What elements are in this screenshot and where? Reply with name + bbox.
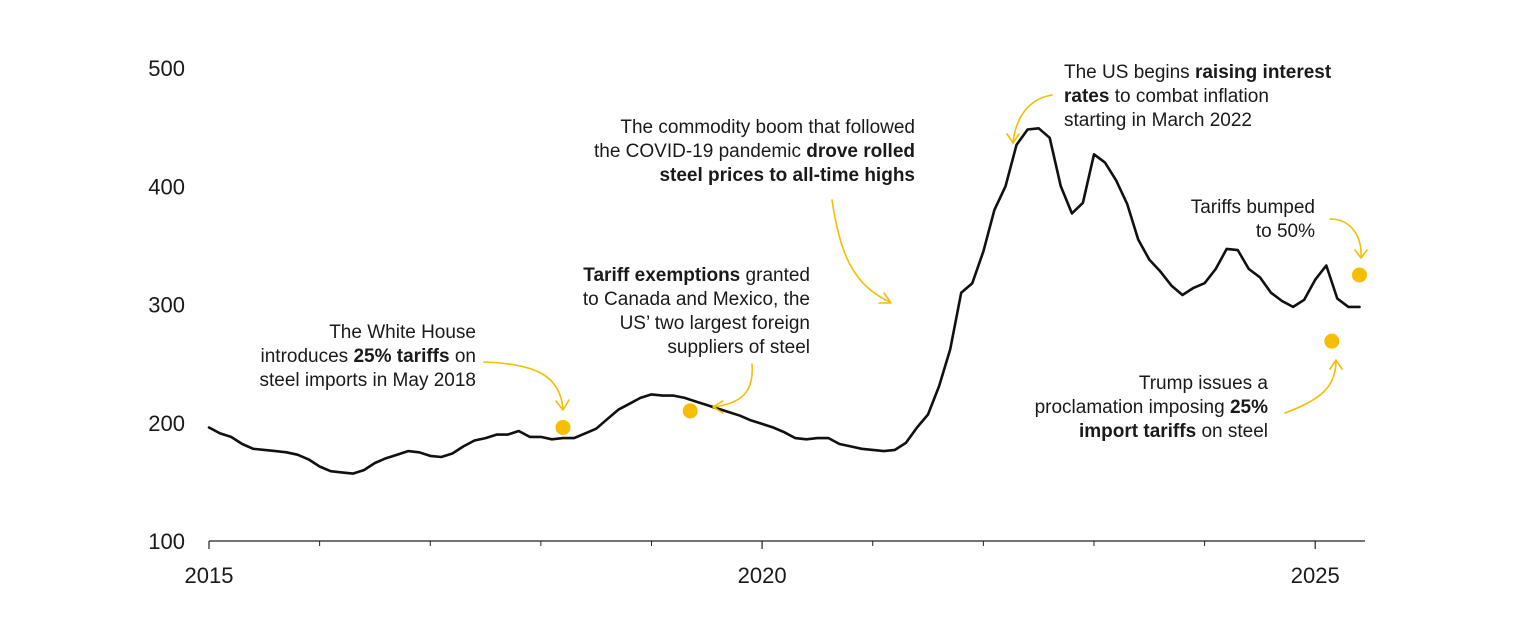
annotation-line: steel prices to all-time highs xyxy=(659,165,915,186)
annotation-tariffs-50: Tariffs bumped to 50% xyxy=(1191,196,1315,244)
annotation-line: The commodity boom that followed xyxy=(620,117,915,138)
arrowhead-trump-2025 xyxy=(1329,359,1343,370)
x-tick-label: 2020 xyxy=(738,563,787,588)
arrow-interest-rates xyxy=(1012,94,1053,143)
x-tick-label: 2015 xyxy=(185,563,234,588)
y-tick-label: 200 xyxy=(148,411,185,436)
y-tick-label: 300 xyxy=(148,293,185,318)
annotation-line: The White House xyxy=(329,322,476,343)
arrowhead-exemptions xyxy=(712,400,724,414)
annotation-line: steel imports in May 2018 xyxy=(259,370,477,391)
y-tick-label: 100 xyxy=(148,529,185,554)
annotation-line: Trump issues a xyxy=(1138,373,1268,394)
arrowhead-tariffs-2018 xyxy=(555,399,570,411)
event-markers xyxy=(555,267,1367,435)
event-marker-dot xyxy=(555,419,571,435)
arrow-tariffs-50 xyxy=(1329,218,1362,258)
arrow-commodity-boom xyxy=(831,199,891,303)
annotation-commodity-boom: The commodity boom that followed the COV… xyxy=(594,116,915,188)
annotation-line: rates to combat inflation xyxy=(1064,86,1269,107)
price-series-line xyxy=(207,127,1361,475)
event-marker-dot xyxy=(1351,267,1367,283)
arrow-tariffs-2018 xyxy=(483,361,564,410)
annotation-line: starting in March 2022 xyxy=(1064,110,1252,131)
event-marker-dot xyxy=(682,403,698,419)
annotation-exemptions: Tariff exemptions granted to Canada and … xyxy=(583,264,810,360)
arrow-exemptions xyxy=(713,363,753,408)
event-marker-dot xyxy=(1324,333,1340,349)
annotation-line: to Canada and Mexico, the xyxy=(582,289,810,310)
annotation-line: US’ two largest foreign xyxy=(619,313,810,334)
annotation-tariffs-2018: The White House introduces 25% tariffs o… xyxy=(260,321,477,393)
arrowhead-tariffs-50 xyxy=(1354,249,1368,259)
annotation-arrows xyxy=(483,94,1368,414)
annotation-line: The US begins raising interest xyxy=(1064,62,1332,83)
annotation-line: Tariff exemptions granted xyxy=(583,265,810,286)
annotation-line: to 50% xyxy=(1255,221,1315,242)
annotation-trump-2025: Trump issues a proclamation imposing 25%… xyxy=(1035,372,1268,444)
annotation-line: introduces 25% tariffs on xyxy=(260,346,476,367)
arrowhead-commodity-boom xyxy=(878,292,892,304)
x-tick-label: 2025 xyxy=(1291,563,1340,588)
x-axis: 2015 2020 2025 xyxy=(185,540,1365,588)
annotation-line: proclamation imposing 25% xyxy=(1034,397,1268,418)
annotation-interest-rates: The US begins raising interest rates to … xyxy=(1064,61,1331,133)
annotation-line: suppliers of steel xyxy=(667,337,810,358)
annotation-line: import tariffs on steel xyxy=(1078,421,1268,442)
annotation-line: the COVID-19 pandemic drove rolled xyxy=(593,141,915,162)
arrowhead-interest-rates xyxy=(1006,133,1020,144)
y-tick-label: 500 xyxy=(148,56,185,81)
annotation-line: Tariffs bumped xyxy=(1190,197,1315,218)
y-axis: 100 200 300 400 500 xyxy=(148,56,185,554)
y-tick-label: 400 xyxy=(148,174,185,199)
arrow-trump-2025 xyxy=(1284,360,1337,414)
